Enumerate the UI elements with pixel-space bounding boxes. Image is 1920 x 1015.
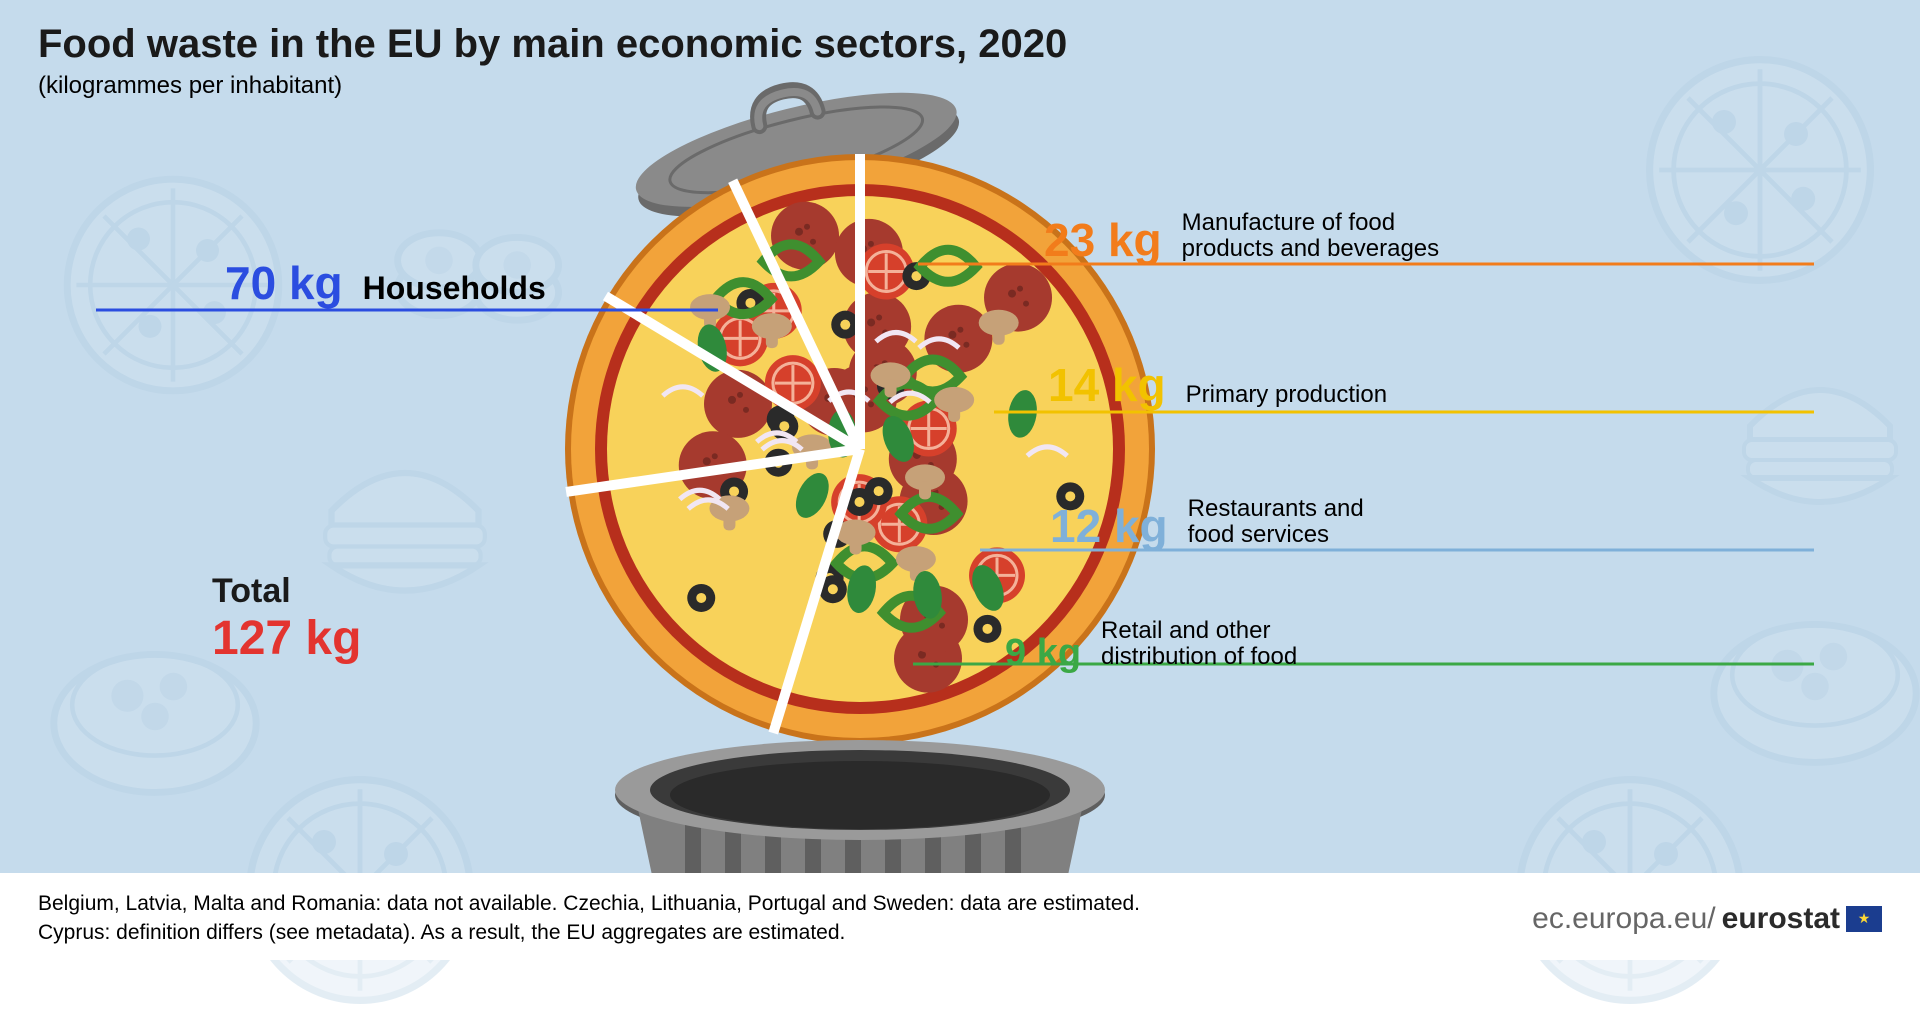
- sector-desc-restaurants: Restaurants andfood services: [1188, 496, 1364, 549]
- footer-notes: Belgium, Latvia, Malta and Romania: data…: [38, 890, 1140, 947]
- sector-value-retail: 9 kg: [1005, 632, 1081, 675]
- sector-desc-retail: Retail and otherdistribution of food: [1101, 618, 1297, 671]
- total-block: Total 127 kg: [212, 572, 361, 666]
- sector-desc-households: Households: [363, 271, 546, 306]
- footer-url-prefix: ec.europa.eu/: [1532, 902, 1715, 936]
- total-label: Total: [212, 572, 361, 611]
- sector-desc-primary: Primary production: [1186, 382, 1387, 408]
- footer-note-line-1: Belgium, Latvia, Malta and Romania: data…: [38, 890, 1140, 918]
- sector-value-manufacture: 23 kg: [1044, 213, 1162, 267]
- sector-label-restaurants: 12 kg Restaurants andfood services: [1050, 496, 1364, 553]
- footer: Belgium, Latvia, Malta and Romania: data…: [0, 873, 1920, 960]
- sector-value-restaurants: 12 kg: [1050, 499, 1168, 553]
- sector-label-primary: 14 kg Primary production: [1048, 358, 1387, 412]
- footer-note-line-2: Cyprus: definition differs (see metadata…: [38, 919, 1140, 947]
- footer-source: ec.europa.eu/eurostat: [1532, 902, 1882, 936]
- sector-label-households: 70 kg Households: [225, 256, 546, 310]
- main-area: Food waste in the EU by main economic se…: [0, 0, 1920, 873]
- sector-value-households: 70 kg: [225, 256, 343, 310]
- chart-subtitle: (kilogrammes per inhabitant): [38, 72, 342, 100]
- total-value: 127 kg: [212, 611, 361, 666]
- eu-flag-icon: [1846, 906, 1882, 932]
- sector-desc-manufacture: Manufacture of foodproducts and beverage…: [1182, 210, 1440, 263]
- footer-url-brand: eurostat: [1722, 902, 1840, 936]
- sector-label-manufacture: 23 kg Manufacture of foodproducts and bev…: [1044, 210, 1439, 267]
- sector-label-retail: 9 kg Retail and otherdistribution of food: [1005, 618, 1297, 675]
- sector-value-primary: 14 kg: [1048, 358, 1166, 412]
